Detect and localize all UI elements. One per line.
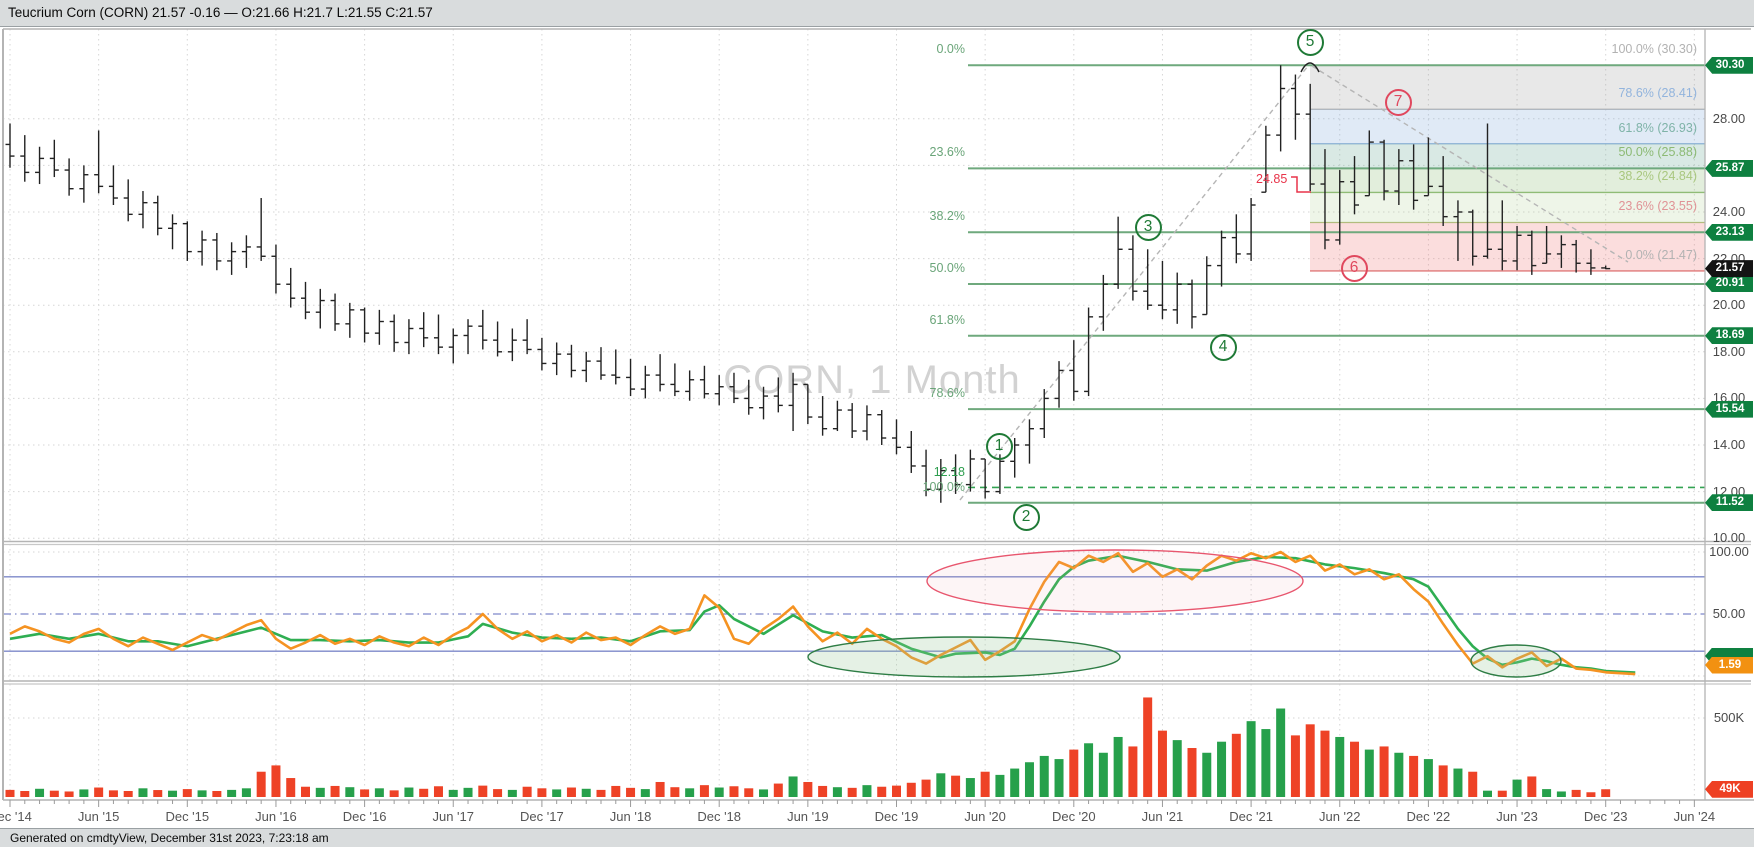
y-axis-label: 18.00	[1712, 343, 1746, 359]
fib-left-label: 61.8%	[929, 312, 965, 327]
fib-right-label: 100.0% (30.30)	[1611, 42, 1697, 57]
x-axis-label: Dec '18	[697, 809, 742, 824]
panel-frame	[0, 28, 1754, 847]
fib-retracement-bands	[1310, 65, 1705, 272]
price-badge-green: 15.54	[1705, 400, 1753, 418]
x-axis-label: Jun '20	[964, 809, 1006, 824]
x-axis-label: Dec '19	[874, 809, 919, 824]
support-lines	[968, 64, 1705, 504]
volume-badge-red: 49K	[1705, 780, 1753, 798]
fib-right-label: 61.8% (26.93)	[1618, 120, 1697, 135]
wave-marker-4[interactable]: 4	[1209, 333, 1237, 361]
fib-left-label: 50.0%	[929, 260, 965, 275]
x-axis-label: Dec '20	[1051, 809, 1096, 824]
y-axis-label: 20.00	[1712, 297, 1746, 313]
window-title: Teucrium Corn (CORN) 21.57 -0.16 — O:21.…	[0, 0, 1754, 27]
x-axis-label: Jun '15	[77, 809, 120, 824]
fib-left-label: 23.6%	[929, 145, 965, 160]
wave-marker-7[interactable]: 7	[1384, 88, 1412, 116]
y-axis-label: 24.00	[1712, 204, 1746, 219]
fib-low-price-label: 12.18	[933, 465, 965, 480]
wave-marker-5[interactable]: 5	[1296, 28, 1324, 56]
x-axis-label: Jun '23	[1496, 809, 1538, 824]
price-badge-black: 21.57	[1705, 260, 1753, 278]
watermark: CORN, 1 Month	[723, 358, 1021, 402]
wave-marker-6[interactable]: 6	[1340, 254, 1368, 282]
y-axis-label: 28.00	[1712, 110, 1746, 126]
wave-marker-3[interactable]: 3	[1134, 213, 1162, 241]
ohlc-bars	[5, 65, 1611, 503]
fib-left-label: 100.0%	[922, 479, 965, 494]
x-axis-label: Jun '18	[609, 809, 652, 824]
fib-right-label: 50.0% (25.88)	[1618, 145, 1697, 160]
x-axis-label: Jun '21	[1141, 809, 1184, 824]
fib-left-label: 78.6%	[929, 386, 965, 401]
trend-lines	[959, 65, 1629, 501]
indicator-axis-label: 100.00	[1709, 544, 1749, 559]
price-badge-green: 20.91	[1705, 275, 1753, 293]
price-annotations	[1291, 62, 1320, 193]
x-axis-label: Dec '22	[1406, 809, 1451, 824]
wave-marker-2[interactable]: 2	[1012, 503, 1040, 531]
indicator-panel	[3, 549, 1705, 678]
x-axis-label: Dec '15	[165, 809, 210, 824]
x-axis-label: Dec '14	[0, 809, 32, 824]
volume-axis-label: 500K	[1713, 710, 1745, 725]
price-badge-green: 25.87	[1705, 159, 1753, 177]
x-axis-label: Jun '22	[1318, 809, 1361, 824]
fib-right-label: 0.0% (21.47)	[1625, 247, 1697, 262]
indicator-axis-label: 50.00	[1712, 606, 1746, 621]
wave-marker-1[interactable]: 1	[985, 432, 1013, 460]
fib-left-label: 0.0%	[936, 42, 966, 57]
fib-left-label: 38.2%	[929, 209, 965, 224]
x-axis-label: Dec '23	[1583, 809, 1628, 824]
price-badge-green: 18.69	[1705, 327, 1753, 345]
swing-low-label: 24.85	[1256, 172, 1288, 186]
x-axis-label: Jun '17	[432, 809, 474, 824]
x-axis-label: Jun '24	[1673, 809, 1716, 824]
y-axis-label: 14.00	[1712, 437, 1746, 452]
price-badge-green: 11.52	[1705, 494, 1753, 512]
fib-right-label: 78.6% (28.41)	[1618, 86, 1697, 101]
x-axis-label: Jun '16	[255, 809, 297, 824]
status-text: Generated on cmdtyView, December 31st 20…	[0, 828, 1754, 847]
fib-right-label: 23.6% (23.55)	[1618, 199, 1697, 214]
x-axis-label: Dec '21	[1229, 809, 1273, 824]
volume-bars	[5, 697, 1611, 797]
price-badge-green: 23.13	[1705, 223, 1753, 241]
x-axis-label: Dec '17	[520, 809, 564, 824]
x-axis-label: Jun '19	[787, 809, 829, 824]
x-axis-label: Dec '16	[342, 809, 387, 824]
indicator-badge-orange: 1.59	[1705, 656, 1753, 674]
fib-right-label: 38.2% (24.84)	[1618, 169, 1697, 184]
price-badge-green: 30.30	[1705, 56, 1753, 74]
y-axis-label: 10.00	[1712, 530, 1746, 546]
